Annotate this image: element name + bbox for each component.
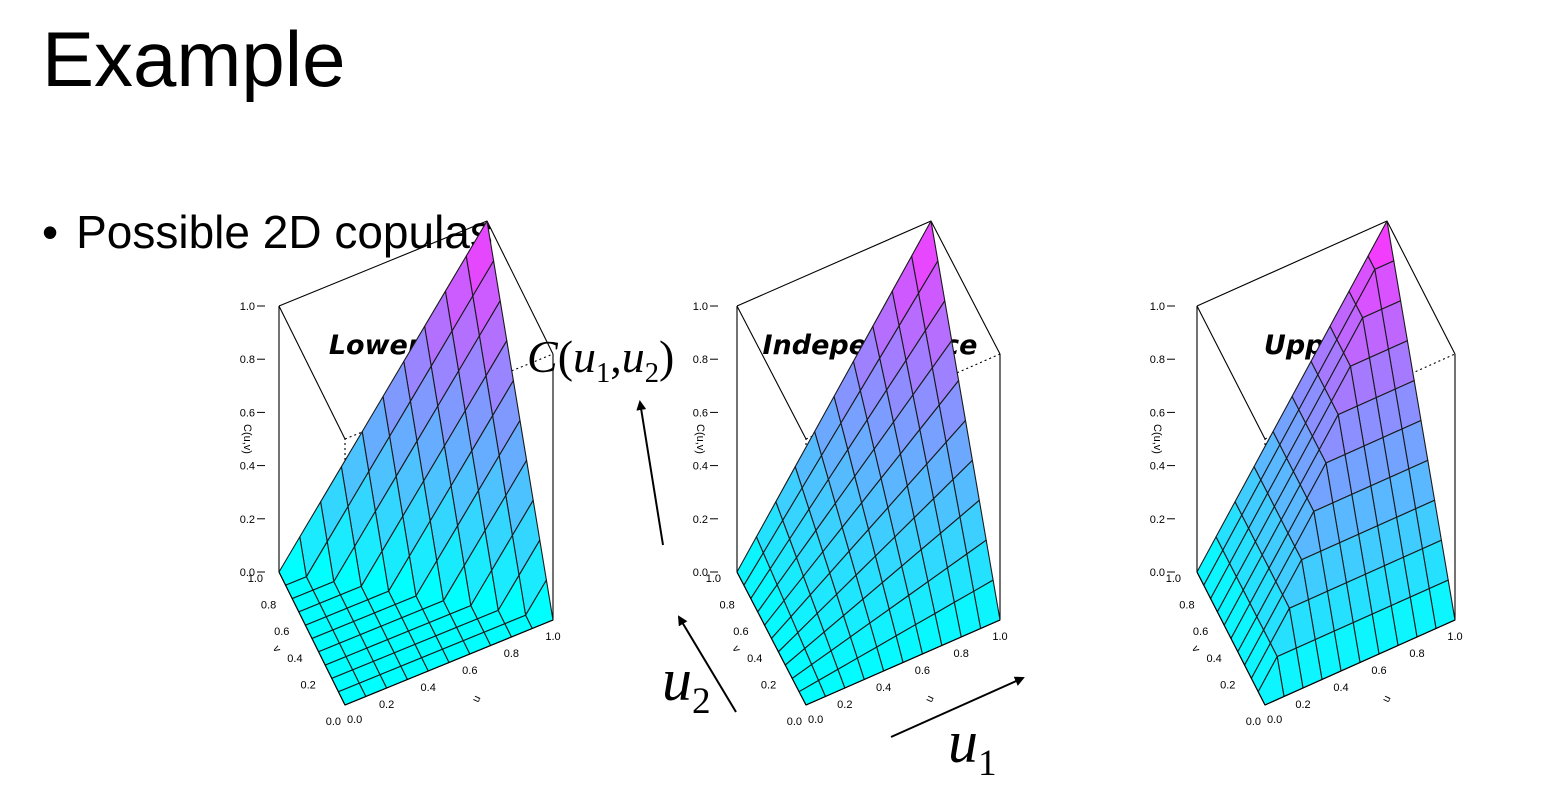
u-tick-label: 0.8 — [1409, 648, 1424, 660]
z-tick-label: 0.2 — [240, 514, 255, 526]
z-tick-label: 0.0 — [1150, 567, 1165, 579]
u-tick-label: 1.0 — [992, 631, 1007, 643]
box-edge — [805, 619, 1001, 706]
u-tick-label: 0.4 — [1333, 682, 1348, 694]
u-tick-label: 0.0 — [1267, 714, 1282, 726]
z-tick-label: 0.6 — [1150, 407, 1165, 419]
v-axis-label: v — [270, 644, 283, 655]
z-axis-label: C(u,v) — [241, 424, 253, 454]
box-edge — [736, 305, 807, 440]
u-tick-label: 0.4 — [876, 682, 891, 694]
z-tick-label: 1.0 — [693, 301, 708, 313]
z-tick-label: 0.4 — [1150, 461, 1165, 473]
z-tick-label: 0.8 — [1150, 354, 1165, 366]
bullet-text: Possible 2D copulas — [76, 206, 493, 258]
v-tick-label: 1.0 — [248, 573, 263, 585]
u-tick-label: 0.0 — [808, 714, 823, 726]
v-tick-label: 0.4 — [747, 653, 762, 665]
v-tick-label: 0.8 — [261, 600, 276, 612]
v-axis-label: v — [1189, 644, 1202, 655]
v-tick-label: 0.6 — [733, 626, 748, 638]
v-tick-label: 0.2 — [761, 679, 776, 691]
u-tick-label: 0.2 — [837, 699, 852, 711]
v-tick-label: 0.4 — [1207, 653, 1222, 665]
u2-arrow — [677, 615, 737, 713]
box-edge — [344, 619, 554, 706]
box-edge — [930, 220, 1001, 355]
z-tick-label: 0.2 — [1150, 514, 1165, 526]
v-tick-label: 0.0 — [1246, 716, 1261, 728]
v-tick-label: 0.0 — [787, 716, 802, 728]
u-axis-label: u — [1380, 694, 1393, 705]
u-tick-label: 0.8 — [954, 648, 969, 660]
u-axis-label: u — [470, 694, 483, 705]
box-edge — [278, 305, 346, 440]
v-tick-label: 0.0 — [326, 716, 341, 728]
u-tick-label: 1.0 — [1447, 631, 1462, 643]
slide-title: Example — [42, 15, 346, 103]
v-tick-label: 0.6 — [274, 626, 289, 638]
box-edge — [736, 220, 932, 307]
z-tick-label: 1.0 — [240, 301, 255, 313]
z-tick-label: 0.0 — [693, 567, 708, 579]
surface-plot-lower: 0.0 0.2 0.4 0.6 0.8 1.0 C(u,v) 0.2 0.4 0.6 0.8 1.0 v… — [240, 220, 561, 728]
bullet-item: • Possible 2D copulas — [42, 205, 493, 260]
chart-title-lower: Lower — [328, 330, 422, 361]
z-tick-label: 0.4 — [693, 461, 708, 473]
v-tick-label: 1.0 — [1166, 573, 1181, 585]
z-axis-label: C(u,v) — [694, 424, 706, 454]
v-axis-label: v — [730, 644, 743, 655]
v-tick-label: 1.0 — [706, 573, 721, 585]
u-axis-label: u — [923, 694, 936, 705]
u-tick-label: 0.6 — [915, 665, 930, 677]
z-tick-label: 0.6 — [693, 407, 708, 419]
v-tick-label: 0.8 — [1179, 600, 1194, 612]
surface-plot-independence: 0.0 0.2 0.4 0.6 0.8 1.0 C(u,v) 0.2 0.4 0.6 0.8 1.0 v… — [693, 220, 1008, 728]
v-tick-label: 0.2 — [1220, 679, 1235, 691]
u2-axis-label: u2 — [662, 647, 711, 723]
v-tick-label: 0.2 — [301, 679, 316, 691]
box-edge — [486, 220, 554, 355]
u-tick-label: 0.2 — [1295, 699, 1310, 711]
z-tick-label: 0.0 — [240, 567, 255, 579]
u-tick-label: 0.4 — [421, 682, 436, 694]
z-tick-label: 0.2 — [693, 514, 708, 526]
u1-arrow — [890, 676, 1025, 738]
box-edge — [1196, 571, 1266, 706]
box-edge — [1196, 305, 1266, 440]
u-tick-label: 0.0 — [347, 714, 362, 726]
v-tick-label: 0.6 — [1193, 626, 1208, 638]
z-tick-label: 0.8 — [240, 354, 255, 366]
surface-plot-upper: 0.0 0.2 0.4 0.6 0.8 1.0 C(u,v) 0.2 0.4 0.6 0.8 1.0 v… — [1150, 220, 1463, 728]
box-edge — [278, 571, 346, 706]
u-tick-label: 0.2 — [379, 699, 394, 711]
z-tick-label: 1.0 — [1150, 301, 1165, 313]
u-tick-label: 1.0 — [545, 631, 560, 643]
z-axis-label: C(u,v) — [1151, 424, 1163, 454]
box-edge — [1196, 220, 1388, 307]
box-edge — [1264, 619, 1456, 706]
z-arrow — [636, 400, 664, 546]
box-edge — [278, 220, 488, 307]
u1-axis-label: u1 — [948, 709, 997, 785]
z-tick-label: 0.8 — [693, 354, 708, 366]
u-tick-label: 0.6 — [462, 665, 477, 677]
v-tick-label: 0.4 — [287, 653, 302, 665]
bullet-dot: • — [42, 206, 59, 258]
u-tick-label: 0.6 — [1371, 665, 1386, 677]
v-tick-label: 0.8 — [720, 600, 735, 612]
z-tick-label: 0.4 — [240, 461, 255, 473]
box-edge — [736, 571, 807, 706]
box-edge — [1386, 220, 1456, 355]
z-tick-label: 0.6 — [240, 407, 255, 419]
u-tick-label: 0.8 — [504, 648, 519, 660]
copula-function-label: C(u1,u2) — [527, 331, 675, 389]
